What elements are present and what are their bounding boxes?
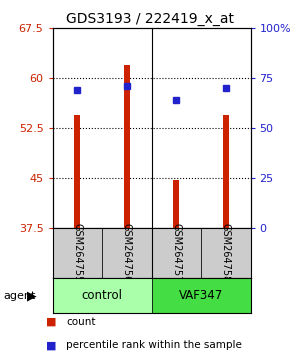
Text: ▶: ▶ (27, 289, 36, 302)
Bar (152, 228, 201, 278)
Bar (52, 278, 152, 313)
Text: GSM264758: GSM264758 (221, 223, 231, 283)
Bar (152, 278, 250, 313)
Text: percentile rank within the sample: percentile rank within the sample (66, 340, 242, 350)
Bar (74, 115, 80, 228)
Text: agent: agent (3, 291, 35, 301)
Text: GSM264757: GSM264757 (171, 223, 181, 283)
Text: GSM264756: GSM264756 (122, 223, 132, 283)
Text: ■: ■ (46, 340, 56, 350)
Bar (173, 180, 179, 228)
Bar (102, 228, 152, 278)
Bar (201, 228, 250, 278)
Text: GDS3193 / 222419_x_at: GDS3193 / 222419_x_at (66, 12, 234, 27)
Bar (124, 65, 130, 228)
Text: GSM264755: GSM264755 (72, 223, 82, 283)
Text: VAF347: VAF347 (179, 289, 223, 302)
Bar (52, 228, 102, 278)
Text: ■: ■ (46, 317, 56, 327)
Bar (223, 115, 229, 228)
Text: count: count (66, 317, 95, 327)
Text: control: control (82, 289, 122, 302)
